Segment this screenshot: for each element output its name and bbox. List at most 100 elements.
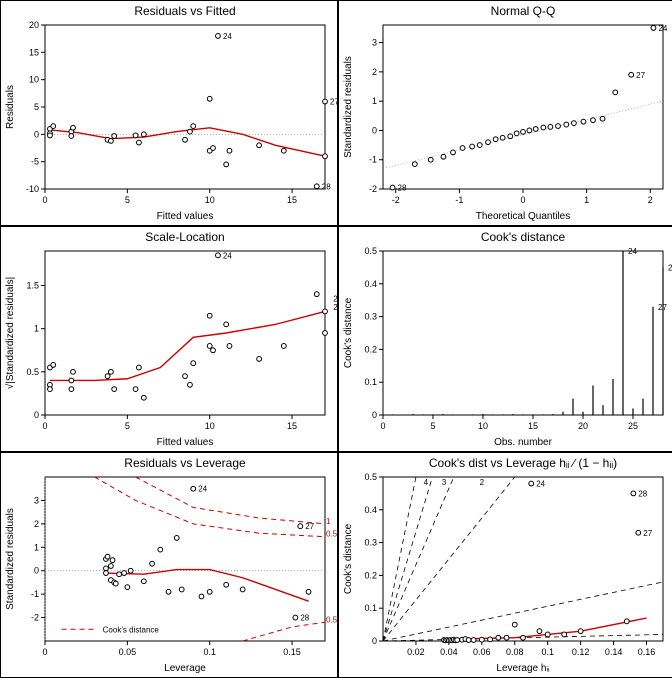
- y-tick: 15: [29, 47, 39, 57]
- data-point: [281, 344, 286, 349]
- y-tick: 0.3: [364, 538, 377, 548]
- data-point: [533, 127, 538, 132]
- data-point: [71, 125, 76, 130]
- y-tick: 0: [372, 410, 377, 420]
- radial-label: 4: [424, 478, 429, 487]
- point-label: 27: [643, 529, 652, 538]
- chart-title: Scale-Location: [145, 230, 224, 244]
- y-tick: 1: [34, 324, 39, 334]
- data-point: [191, 486, 196, 491]
- data-point: [105, 554, 110, 559]
- chart-title: Residuals vs Leverage: [124, 456, 246, 470]
- x-tick: 0.04: [440, 647, 458, 657]
- data-point: [69, 387, 74, 392]
- y-tick: 3: [34, 495, 39, 505]
- x-tick: 10: [205, 195, 215, 205]
- data-point: [281, 148, 286, 153]
- chart-title: Normal Q-Q: [491, 4, 556, 18]
- data-point: [578, 629, 583, 634]
- panel-qq: Normal Q-Q-2-1012-2-10123Theoretical Qua…: [338, 0, 672, 226]
- point-label: 27: [658, 303, 667, 312]
- panel-scale_loc: Scale-Location05101500.511.5Fitted value…: [0, 226, 338, 452]
- data-point: [141, 132, 146, 137]
- x-tick: 25: [628, 421, 638, 431]
- y-tick: 3: [372, 38, 377, 48]
- data-point: [521, 635, 526, 640]
- data-point: [179, 587, 184, 592]
- x-tick: 15: [287, 421, 297, 431]
- y-tick: 20: [29, 20, 39, 30]
- data-point: [613, 90, 618, 95]
- data-point: [529, 481, 534, 486]
- data-point: [556, 124, 561, 129]
- data-point: [545, 632, 550, 637]
- x-tick: 0: [380, 421, 385, 431]
- x-tick: 5: [125, 195, 130, 205]
- data-point: [441, 154, 446, 159]
- data-point: [133, 133, 138, 138]
- data-point: [624, 619, 629, 624]
- data-point: [460, 146, 465, 151]
- data-point: [128, 568, 133, 573]
- y-tick: 0: [34, 566, 39, 576]
- data-point: [521, 129, 526, 134]
- point-label: 24: [628, 247, 637, 256]
- data-point: [48, 133, 53, 138]
- data-point: [150, 561, 155, 566]
- data-point: [508, 134, 513, 139]
- x-tick: -1: [455, 195, 463, 205]
- data-point: [122, 571, 127, 576]
- point-label: 27: [305, 522, 314, 531]
- y-tick: -10: [26, 184, 39, 194]
- y-tick: 2: [34, 519, 39, 529]
- data-point: [323, 331, 328, 336]
- data-point: [562, 632, 567, 637]
- y-tick: 1.5: [26, 281, 39, 291]
- x-tick: 20: [578, 421, 588, 431]
- point-label: 24: [223, 32, 232, 41]
- data-point: [455, 638, 460, 643]
- data-point: [486, 140, 491, 145]
- data-point: [191, 361, 196, 366]
- chart-title: Cook's dist vs Leverage hᵢᵢ ∕ (1 − hᵢᵢ): [429, 456, 617, 470]
- panel-resid_fitted: Residuals vs Fitted051015-10-505101520Fi…: [0, 0, 338, 226]
- y-tick: 0.1: [364, 377, 377, 387]
- smooth-line: [444, 618, 647, 639]
- data-point: [133, 387, 138, 392]
- data-point: [188, 129, 193, 134]
- data-point: [224, 162, 229, 167]
- y-tick: 10: [29, 75, 39, 85]
- data-point: [428, 157, 433, 162]
- x-tick: 2: [648, 195, 653, 205]
- data-point: [629, 72, 634, 77]
- x-tick: 5: [430, 421, 435, 431]
- x-axis-label: Fitted values: [157, 437, 214, 448]
- point-label: 28: [398, 184, 407, 193]
- data-point: [496, 635, 501, 640]
- x-tick: 0.1: [203, 647, 216, 657]
- x-tick: 0.16: [638, 647, 656, 657]
- data-point: [477, 143, 482, 148]
- x-axis-label: Leverage: [164, 663, 206, 674]
- point-label: 28: [638, 489, 647, 498]
- panel-cooks: Cook's distance051015202500.10.20.30.40.…: [338, 226, 672, 452]
- point-label: 24: [658, 24, 667, 33]
- x-tick: 0.05: [119, 647, 137, 657]
- data-point: [527, 128, 532, 133]
- y-tick: 1: [34, 542, 39, 552]
- y-tick: 0.1: [364, 603, 377, 613]
- x-tick: 0: [42, 195, 47, 205]
- x-tick: 0.1: [541, 647, 554, 657]
- radial-label: 3: [442, 478, 447, 487]
- data-point: [651, 26, 656, 31]
- data-point: [224, 322, 229, 327]
- diagnostic-plot-grid: Residuals vs Fitted051015-10-505101520Fi…: [0, 0, 672, 672]
- data-point: [211, 146, 216, 151]
- data-point: [183, 137, 188, 142]
- data-point: [240, 587, 245, 592]
- data-point: [207, 344, 212, 349]
- y-axis-label: Standardized residuals: [5, 508, 16, 610]
- y-axis-label: √|Standardized residuals|: [4, 277, 16, 389]
- radial-label: 2: [480, 478, 485, 487]
- svg-text:0.5: 0.5: [326, 615, 337, 624]
